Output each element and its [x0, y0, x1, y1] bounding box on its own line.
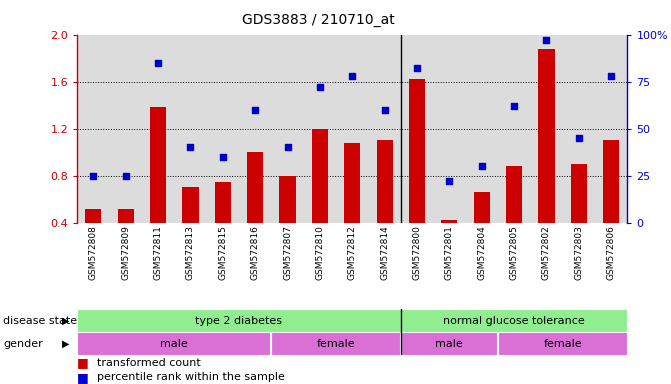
- Text: gender: gender: [3, 339, 43, 349]
- Text: type 2 diabetes: type 2 diabetes: [195, 316, 282, 326]
- Bar: [271, 332, 401, 355]
- Point: [282, 144, 293, 151]
- Point: [509, 103, 519, 109]
- Text: female: female: [544, 339, 582, 349]
- Point: [541, 37, 552, 43]
- Point: [217, 154, 228, 160]
- Point: [444, 178, 455, 184]
- Bar: [401, 332, 498, 355]
- Bar: [376, 141, 393, 223]
- Text: ■: ■: [77, 356, 89, 369]
- Point: [574, 135, 584, 141]
- Text: ▶: ▶: [62, 339, 69, 349]
- Point: [606, 73, 617, 79]
- Point: [476, 163, 487, 169]
- Point: [250, 107, 260, 113]
- Text: percentile rank within the sample: percentile rank within the sample: [97, 372, 285, 382]
- Bar: [215, 182, 231, 223]
- Point: [185, 144, 196, 151]
- Bar: [498, 332, 627, 355]
- Bar: [150, 108, 166, 223]
- Point: [411, 65, 422, 71]
- Text: male: male: [160, 339, 188, 349]
- Text: disease state: disease state: [3, 316, 77, 326]
- Bar: [603, 141, 619, 223]
- Bar: [312, 129, 328, 223]
- Point: [315, 84, 325, 90]
- Point: [379, 107, 390, 113]
- Bar: [77, 332, 271, 355]
- Point: [120, 173, 131, 179]
- Point: [153, 60, 164, 66]
- Bar: [409, 79, 425, 223]
- Text: male: male: [435, 339, 463, 349]
- Bar: [117, 209, 134, 223]
- Bar: [571, 164, 587, 223]
- Bar: [538, 49, 554, 223]
- Bar: [401, 309, 627, 332]
- Bar: [344, 143, 360, 223]
- Text: female: female: [317, 339, 356, 349]
- Bar: [77, 309, 401, 332]
- Text: transformed count: transformed count: [97, 358, 201, 368]
- Text: GDS3883 / 210710_at: GDS3883 / 210710_at: [242, 13, 395, 27]
- Bar: [506, 166, 522, 223]
- Bar: [85, 209, 101, 223]
- Point: [347, 73, 358, 79]
- Bar: [183, 187, 199, 223]
- Bar: [279, 176, 296, 223]
- Text: ■: ■: [77, 371, 89, 384]
- Bar: [474, 192, 490, 223]
- Text: ▶: ▶: [62, 316, 69, 326]
- Bar: [247, 152, 263, 223]
- Bar: [442, 220, 458, 223]
- Text: normal glucose tolerance: normal glucose tolerance: [444, 316, 585, 326]
- Point: [88, 173, 99, 179]
